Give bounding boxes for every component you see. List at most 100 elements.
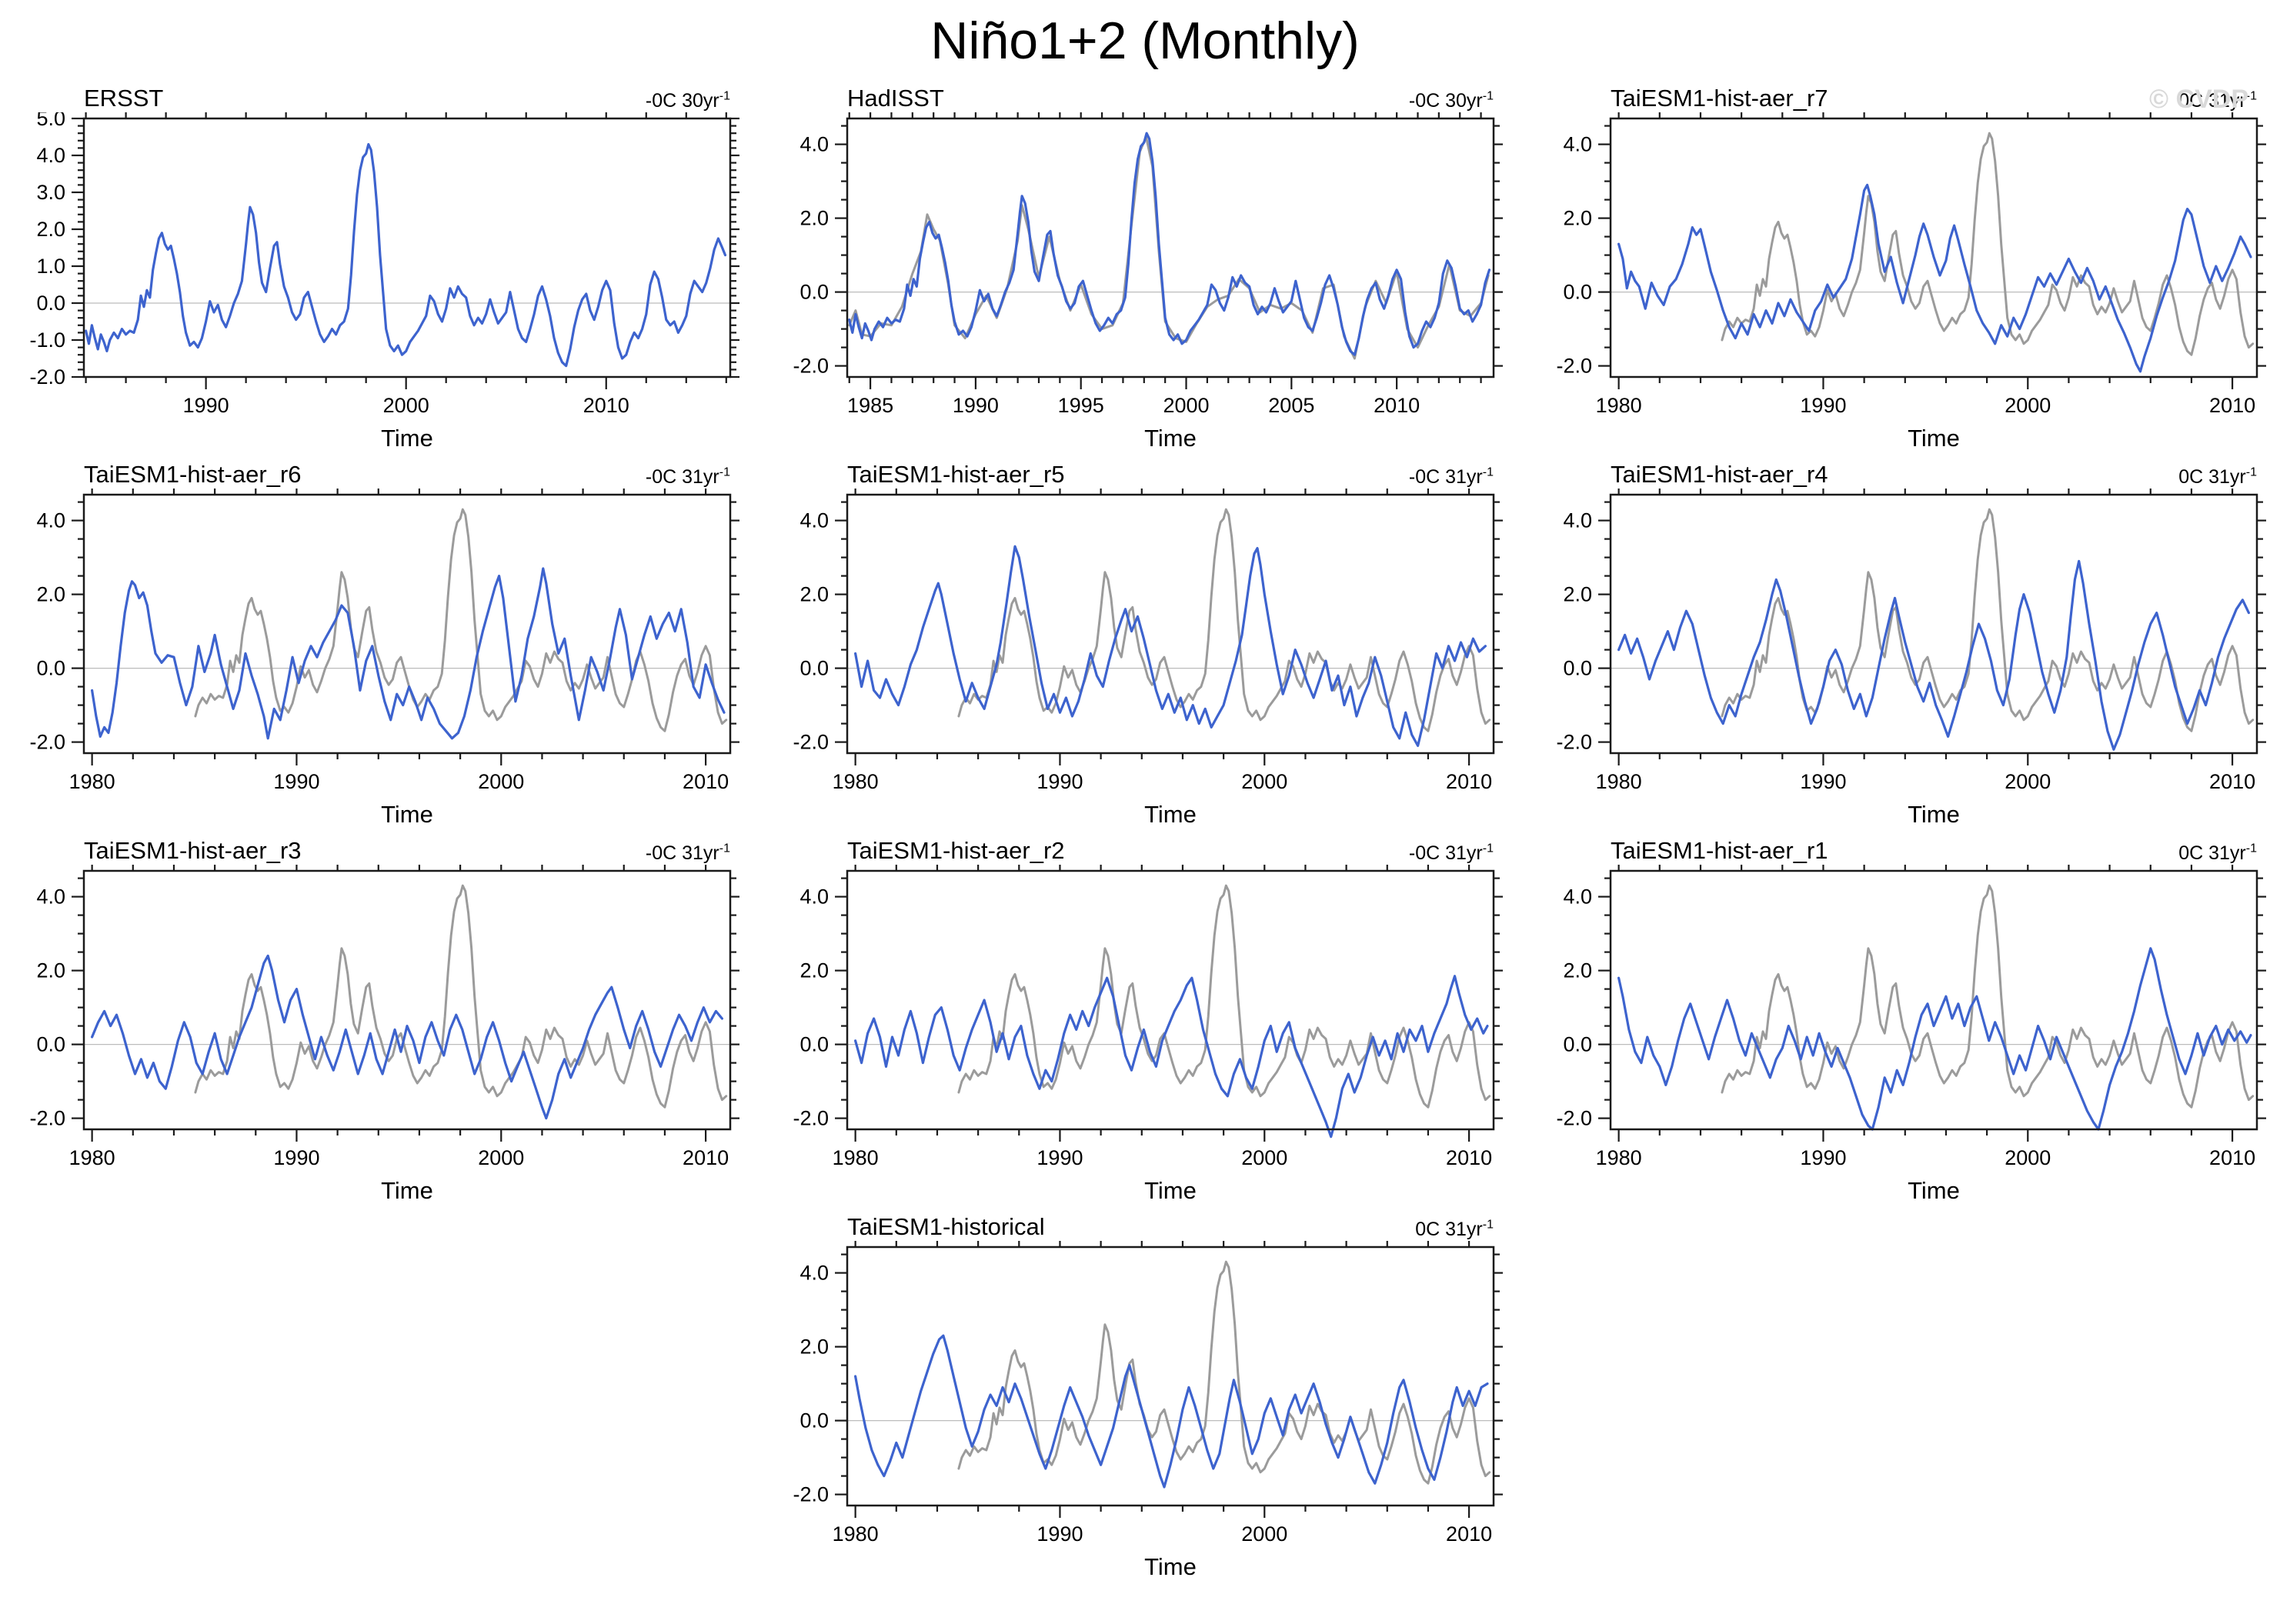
x-tick-label: 2000 <box>383 394 429 417</box>
plot-svg: 1980 1990 2000 2010 -2.0 0.0 2.0 4.0 <box>1556 865 2266 1169</box>
x-axis-label: Time <box>1144 425 1197 452</box>
x-tick-label: 1990 <box>1037 1146 1083 1169</box>
x-tick-label: 2010 <box>2209 394 2255 417</box>
x-axis-label: Time <box>381 1177 433 1204</box>
obs-series-line <box>194 884 728 1109</box>
x-tick-label: 1995 <box>1058 394 1104 417</box>
y-tick-label: -2.0 <box>1556 731 1592 754</box>
x-tick-label: 1990 <box>1037 770 1083 793</box>
trend-annotation: -0C 31yr-1 <box>1408 842 1494 864</box>
panel-title: TaiESM1-hist-aer_r3 <box>84 837 302 864</box>
y-tick-label: 2.0 <box>799 583 829 606</box>
x-axis-label: Time <box>1144 1553 1197 1580</box>
x-tick-label: 2000 <box>478 770 524 793</box>
y-tick-label: 0.0 <box>799 1409 829 1432</box>
x-tick-label: 1990 <box>273 1146 319 1169</box>
x-tick-label: 2010 <box>683 1146 729 1169</box>
x-tick-label: 2000 <box>1241 770 1287 793</box>
x-tick-label: 2010 <box>1374 394 1420 417</box>
obs-series-line <box>957 508 1491 732</box>
model-series-line <box>84 142 727 368</box>
x-tick-label: 1985 <box>847 394 893 417</box>
y-tick-label: 2.0 <box>799 959 829 982</box>
x-tick-label: 1980 <box>1596 394 1642 417</box>
cvdp-watermark: © CVDP <box>2149 85 2248 114</box>
x-tick-label: 2000 <box>2005 770 2051 793</box>
panel-title: TaiESM1-hist-aer_r5 <box>847 461 1065 488</box>
panel-title: ERSST <box>84 85 164 112</box>
y-tick-label: 0.0 <box>36 657 65 680</box>
model-series-line <box>853 975 1489 1139</box>
panel-title: TaiESM1-hist-aer_r7 <box>1611 85 1828 112</box>
y-tick-label: -2.0 <box>1556 1107 1592 1130</box>
y-tick-label: -2.0 <box>793 731 829 754</box>
panel-taiesm1-hist-aer-r3: TaiESM1-hist-aer_r3 -0C 31yr-1 1980 1990 200… <box>24 831 739 1207</box>
x-tick-label: 1980 <box>833 1522 879 1546</box>
y-tick-label: 2.0 <box>36 218 65 241</box>
trend-annotation: -0C 30yr-1 <box>645 89 730 112</box>
trend-annotation: -0C 31yr-1 <box>1408 465 1494 488</box>
x-tick-label: 2000 <box>2005 1146 2051 1169</box>
trend-annotation: 0C 31yr-1 <box>2178 89 2257 112</box>
plot-svg: 1980 1990 2000 2010 -2.0 0.0 2.0 4.0 <box>29 489 739 793</box>
x-tick-label: 2000 <box>1241 1146 1287 1169</box>
y-tick-label: 0.0 <box>1563 1033 1592 1056</box>
panel-taiesm1-hist-aer-r6: TaiESM1-hist-aer_r6 -0C 31yr-1 1980 1990 200… <box>24 455 739 831</box>
panel-header: HadISST -0C 30yr-1 <box>787 78 1503 112</box>
x-tick-label: 2010 <box>1446 770 1492 793</box>
panel-header: TaiESM1-hist-aer_r6 -0C 31yr-1 <box>24 455 739 489</box>
y-tick-label: 0.0 <box>1563 281 1592 304</box>
y-tick-label: 3.0 <box>36 181 65 204</box>
x-axis-label: Time <box>1144 1177 1197 1204</box>
y-tick-label: 1.0 <box>36 255 65 278</box>
x-tick-label: 2005 <box>1268 394 1314 417</box>
x-tick-label: 1980 <box>1596 1146 1642 1169</box>
panel-grid: ERSST -0C 30yr-1 1990 2000 2010 -2.0 -1.0 0.0 1.… <box>0 78 2290 1583</box>
plot-svg: 1985 1990 1995 2000 2005 2010 -2.0 0.0 2.0 4.0 <box>793 112 1503 417</box>
panel-title: TaiESM1-historical <box>847 1213 1045 1240</box>
y-tick-label: 2.0 <box>36 583 65 606</box>
x-tick-label: 1980 <box>1596 770 1642 793</box>
x-tick-label: 2010 <box>1446 1522 1492 1546</box>
obs-series-line <box>957 884 1491 1109</box>
panel-title: TaiESM1-hist-aer_r6 <box>84 461 302 488</box>
panel-taiesm1-hist-aer-r7: TaiESM1-hist-aer_r7 0C 31yr-1 1980 1990 2000… <box>1551 78 2266 455</box>
obs-series-line <box>194 508 728 732</box>
x-tick-label: 2010 <box>2209 1146 2255 1169</box>
panel-header: ERSST -0C 30yr-1 <box>24 78 739 112</box>
y-tick-label: 0.0 <box>799 1033 829 1056</box>
y-tick-label: 4.0 <box>1563 133 1592 156</box>
trend-annotation: 0C 31yr-1 <box>2178 465 2257 488</box>
plot-svg: 1980 1990 2000 2010 -2.0 0.0 2.0 4.0 <box>1556 489 2266 793</box>
y-tick-label: 2.0 <box>36 959 65 982</box>
y-tick-label: 4.0 <box>1563 885 1592 909</box>
y-tick-label: 4.0 <box>36 885 65 909</box>
x-axis-label: Time <box>381 801 433 828</box>
x-tick-label: 1990 <box>953 394 999 417</box>
y-tick-label: -2.0 <box>793 1483 829 1506</box>
plot-svg: 1980 1990 2000 2010 -2.0 0.0 2.0 4.0 <box>1556 112 2266 417</box>
x-tick-label: 1980 <box>833 1146 879 1169</box>
panel-title: HadISST <box>847 85 944 112</box>
x-tick-label: 2010 <box>583 394 629 417</box>
y-tick-label: 2.0 <box>799 207 829 230</box>
panel-taiesm1-hist-aer-r2: TaiESM1-hist-aer_r2 -0C 31yr-1 1980 1990 200… <box>787 831 1503 1207</box>
panel-title: TaiESM1-hist-aer_r4 <box>1611 461 1828 488</box>
y-tick-label: 2.0 <box>799 1336 829 1359</box>
x-tick-label: 1990 <box>1800 1146 1846 1169</box>
panel-header: TaiESM1-hist-aer_r7 0C 31yr-1 <box>1551 78 2266 112</box>
y-tick-label: 0.0 <box>799 281 829 304</box>
plot-svg: 1980 1990 2000 2010 -2.0 0.0 2.0 4.0 <box>29 865 739 1169</box>
page-title: Niño1+2 (Monthly) <box>930 12 1360 70</box>
panel-title: TaiESM1-hist-aer_r1 <box>1611 837 1828 864</box>
x-tick-label: 2010 <box>1446 1146 1492 1169</box>
obs-series-line <box>1721 132 2255 356</box>
panel-header: TaiESM1-hist-aer_r3 -0C 31yr-1 <box>24 831 739 865</box>
panel-ersst: ERSST -0C 30yr-1 1990 2000 2010 -2.0 -1.0 0.0 1.… <box>24 78 739 455</box>
x-axis-label: Time <box>381 425 433 452</box>
x-axis-label: Time <box>1908 801 1960 828</box>
y-tick-label: 4.0 <box>36 509 65 532</box>
obs-series-line <box>957 1260 1491 1485</box>
x-axis-label: Time <box>1908 425 1960 452</box>
x-tick-label: 1980 <box>833 770 879 793</box>
